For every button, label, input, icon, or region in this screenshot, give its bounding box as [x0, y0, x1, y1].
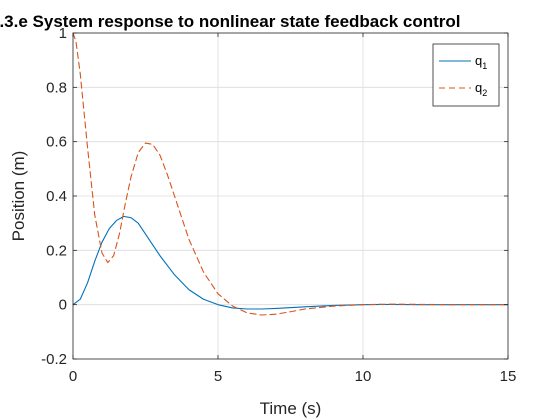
axis-ticks: 0 5 10 15-0.200.20.40.60.81	[41, 25, 516, 385]
y-tick-label: 0.6	[46, 134, 67, 151]
legend-label: q1	[475, 53, 487, 71]
legend-box	[432, 43, 500, 107]
x-tick-label: 15	[500, 368, 517, 385]
x-axis-label: Time (s)	[260, 399, 322, 418]
y-tick-label: 1	[59, 25, 67, 42]
y-tick-label: 0.2	[46, 242, 67, 259]
x-tick-label: 0	[69, 368, 77, 385]
y-tick-label: 0	[59, 297, 67, 314]
legend: q1 q2	[432, 43, 500, 107]
legend-label: q2	[475, 80, 487, 98]
series-layer	[72, 32, 509, 316]
x-tick-label: 5	[214, 368, 222, 385]
x-tick-label: 10	[355, 368, 372, 385]
chart-title: 8.3.e System response to nonlinear state…	[0, 12, 461, 31]
y-tick-label: -0.2	[41, 351, 67, 368]
y-tick-label: 0.8	[46, 79, 67, 96]
y-tick-label: 0.4	[46, 188, 67, 205]
y-axis-label: Position (m)	[9, 151, 28, 242]
series-line-q2	[72, 32, 509, 316]
